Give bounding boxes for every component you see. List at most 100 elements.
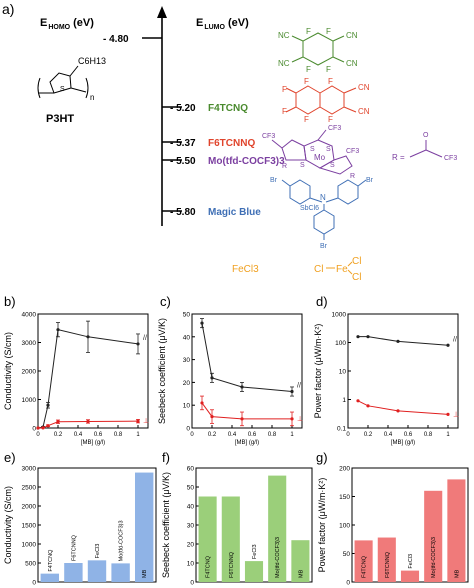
mo-r-group-cf3: CF3 [444, 155, 457, 162]
mo-r-group-structure [409, 140, 443, 158]
x-tick-label: 0 [346, 432, 350, 438]
bar-category-label: F4TCNQ [206, 555, 212, 578]
svg-text:F: F [328, 77, 333, 86]
bar [447, 479, 466, 582]
bar [244, 561, 264, 582]
series-line [357, 400, 449, 415]
data-point [290, 417, 294, 421]
svg-text:Br: Br [366, 177, 374, 184]
svg-text:F: F [304, 77, 309, 86]
p3ht-sidechain: C6H13 [78, 56, 106, 66]
mo-tfd-molecule [271, 129, 353, 175]
data-point [46, 403, 50, 407]
series-marker-label: ⊥ [297, 416, 303, 423]
lumo-axis-title: ELUMO (eV) [196, 17, 249, 31]
panel-f-seebeck-bars: f) 0 10 20 30 40 50 60 Seebeck coefficient (μV/K… [161, 450, 313, 587]
bar-category-label: MB [142, 569, 148, 578]
magic-blue-level-value: - 5.80 [170, 207, 196, 218]
svg-text:F: F [282, 107, 287, 116]
y-tick-label: 200 [339, 466, 350, 473]
y-tick-label: 30 [187, 523, 195, 530]
svg-text:Br: Br [270, 177, 278, 184]
y-tick-label: 0 [32, 580, 36, 587]
svg-text:CN: CN [358, 107, 370, 116]
y-tick-label: 50 [187, 485, 195, 492]
y-tick-label: 3000 [22, 340, 37, 347]
svg-text:CF3: CF3 [346, 148, 359, 155]
f4tcnq-atoms: F F F F NC NC CN CN [278, 27, 358, 74]
x-axis-label: [MB] (g/l) [81, 440, 105, 446]
y-axis-label: Conductivity (S/cm) [3, 332, 13, 410]
data-point [136, 419, 140, 423]
f6tcnnq-molecule [285, 85, 357, 115]
y-tick-label: 1000 [22, 397, 37, 404]
y-tick-label: 50 [343, 551, 351, 558]
bar [134, 472, 154, 582]
data-point [446, 343, 450, 347]
x-tick-label: 0.4 [228, 432, 237, 438]
data-point [41, 426, 45, 430]
y-tick-label: 50 [183, 312, 191, 319]
panel-a-energy-diagram: a) EHOMO (eV) ELUMO (eV) - 4.80 C6H13 S n … [2, 1, 457, 283]
x-tick-label: 0.2 [364, 432, 373, 438]
data-point [366, 335, 370, 339]
y-tick-label: 3000 [22, 466, 37, 473]
mo-r-group-label: R = [392, 153, 405, 162]
svg-text:Br: Br [320, 243, 328, 250]
y-axis-label: Conductivity (S/cm) [3, 486, 13, 564]
y-tick-label: 100 [339, 523, 350, 530]
svg-text:Cl: Cl [352, 272, 361, 283]
data-point [396, 339, 400, 343]
svg-text:N: N [320, 193, 326, 202]
series-marker-label: // [297, 383, 301, 390]
x-tick-label: 1 [446, 432, 450, 438]
svg-text:CN: CN [346, 59, 358, 68]
bar-category-label: Mo(tfd-COCF3)3 [275, 537, 281, 578]
bar-category-label: FeCl3 [95, 544, 101, 559]
svg-text:SbCl6: SbCl6 [300, 205, 319, 212]
p3ht-structure [37, 65, 89, 99]
p3ht-sulfur: S [60, 86, 65, 93]
series-line [358, 336, 449, 346]
svg-text:CF3: CF3 [262, 133, 275, 140]
mo-name: Mo(tfd-COCF3)3 [208, 156, 285, 167]
bar-category-label: Mo(tfd-COCF3)3 [431, 537, 437, 578]
data-point [396, 409, 400, 413]
plot-frame [191, 313, 303, 429]
f6tcnnq-level-value: - 5.37 [170, 138, 196, 149]
x-tick-label: 0.2 [54, 432, 63, 438]
svg-text:CN: CN [346, 31, 358, 40]
y-axis-label: Seebeck coefficient (μV/K) [161, 472, 171, 578]
x-tick-label: 1 [136, 432, 140, 438]
x-tick-label: 0 [36, 432, 40, 438]
p3ht-repeat-n: n [90, 93, 94, 102]
panel-d-power-factor-chart: d) 0.1 1 10 100 1000 Power factor (μW/m·K²) 0 0.… [313, 294, 459, 446]
y-tick-label: 30 [183, 357, 191, 364]
p3ht-level-value: - 4.80 [103, 34, 129, 45]
bar-category-label: FeCl3 [252, 544, 258, 559]
fecl3-bonds [326, 261, 353, 275]
x-axis-label: [MB] (g/l) [391, 440, 415, 446]
svg-text:F: F [326, 27, 331, 36]
y-tick-label: 1 [342, 397, 346, 404]
data-point [210, 415, 214, 419]
x-tick-label: 0.4 [74, 432, 83, 438]
bar [87, 560, 107, 582]
svg-text:CN: CN [358, 83, 370, 92]
f4tcnq-name: F4TCNQ [208, 103, 248, 114]
x-tick-label: 0.8 [424, 432, 433, 438]
y-tick-label: 150 [339, 494, 350, 501]
y-tick-label: 4000 [22, 312, 37, 319]
y-tick-label: 20 [187, 542, 195, 549]
data-point [200, 321, 204, 325]
plot-frame [37, 313, 149, 429]
svg-text:S: S [310, 146, 315, 153]
bar-category-label: F4TCNQ [362, 555, 368, 578]
bar [291, 540, 310, 582]
x-tick-label: 0.4 [384, 432, 393, 438]
data-point [86, 419, 90, 424]
f4tcnq-level-value: - 5.20 [170, 103, 196, 114]
x-tick-label: 0.6 [94, 432, 103, 438]
panel-b-conductivity-chart: b) 0 1000 2000 3000 4000 Conductivity (S/cm) 0 0… [3, 294, 149, 446]
